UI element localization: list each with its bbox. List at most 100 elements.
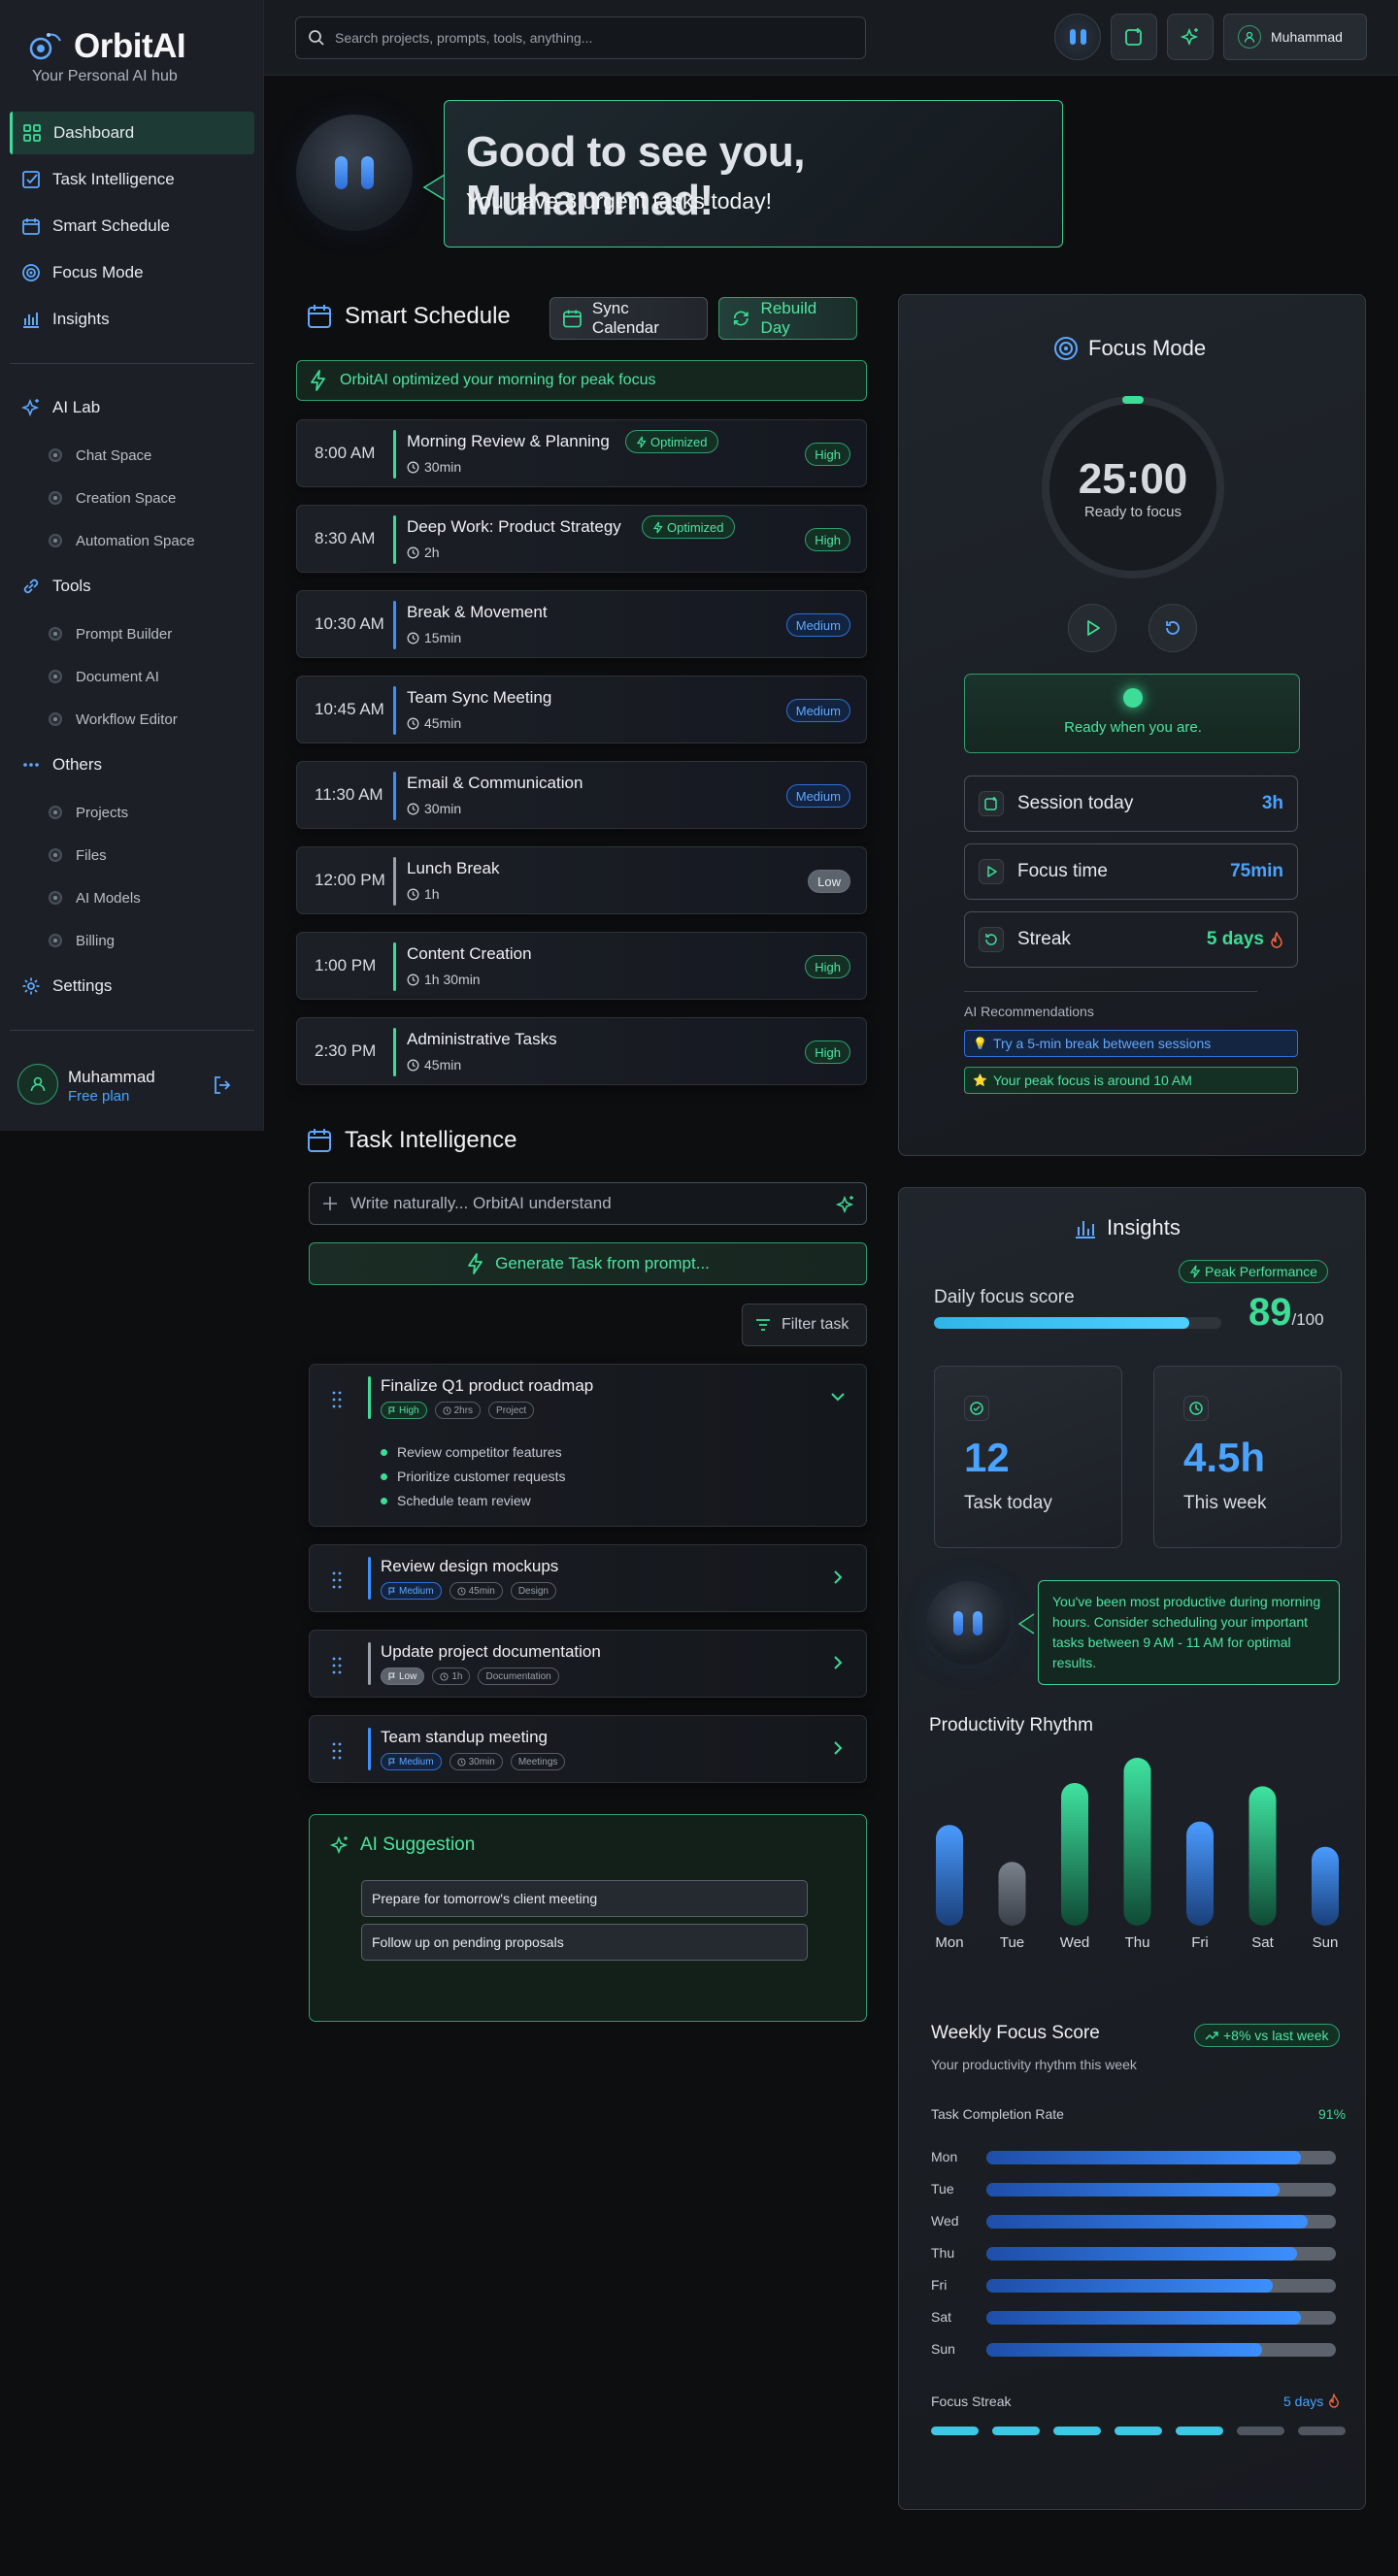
ready-text: Ready when you are. — [1064, 719, 1202, 736]
schedule-slot[interactable]: 10:30 AM Break & Movement 15min Medium — [296, 590, 867, 658]
suggestion-item[interactable]: Prepare for tomorrow's client meeting — [361, 1880, 808, 1917]
slot-name: Lunch Break — [407, 859, 500, 877]
kpi-tasks-today: 12 Task today — [934, 1366, 1122, 1548]
reco-item: 💡 Try a 5-min break between sessions — [964, 1030, 1298, 1057]
sync-calendar-button[interactable]: Sync Calendar — [549, 297, 708, 340]
sparkle-icon[interactable] — [835, 1194, 856, 1215]
optimized-text: Optimized — [667, 519, 724, 535]
chevron-down-icon[interactable] — [829, 1388, 847, 1405]
sub-prompt-builder[interactable]: Prompt Builder — [49, 619, 172, 648]
focus-timer-ring — [1042, 396, 1224, 578]
assistant-avatar-button[interactable] — [1054, 14, 1101, 60]
task-prompt-input[interactable]: Write naturally... OrbitAI understand — [309, 1182, 867, 1225]
chevron-right-icon[interactable] — [829, 1569, 847, 1586]
plus-icon — [323, 1197, 337, 1210]
gear-icon — [22, 977, 40, 995]
sub-creation-space[interactable]: Creation Space — [49, 483, 176, 512]
start-focus-button[interactable] — [1068, 604, 1116, 652]
bullet-icon — [49, 448, 62, 462]
schedule-slot[interactable]: 2:30 PM Administrative Tasks 45min High — [296, 1017, 867, 1085]
priority-badge: Medium — [785, 699, 850, 722]
streak-segment — [931, 2427, 979, 2435]
nav-others[interactable]: Others — [10, 743, 254, 786]
sub-billing[interactable]: Billing — [49, 926, 115, 955]
weekly-day-label: Tue — [931, 2181, 954, 2196]
new-note-button[interactable] — [1111, 14, 1157, 60]
kpi-this-week: 4.5h This week — [1153, 1366, 1342, 1548]
nav-insights[interactable]: Insights — [10, 298, 254, 341]
task-card[interactable]: Review design mockups Medium 45min Design — [309, 1544, 867, 1612]
ai-suggestion-title: AI Suggestion — [360, 1834, 476, 1855]
brand-tagline: Your Personal AI hub — [32, 68, 178, 84]
ready-card: Ready when you are. — [964, 674, 1300, 753]
sub-chat-space[interactable]: Chat Space — [49, 441, 151, 470]
weekly-score-track — [986, 2279, 1336, 2293]
brand-logo[interactable]: OrbitAI — [27, 27, 186, 66]
stat-focus-time: Focus time 75min — [964, 843, 1298, 900]
sub-workflow-editor[interactable]: Workflow Editor — [49, 705, 178, 734]
sub-ai-models[interactable]: AI Models — [49, 883, 141, 912]
sub-label: Projects — [76, 804, 129, 821]
sub-automation-space[interactable]: Automation Space — [49, 526, 195, 555]
flag-icon — [388, 1587, 395, 1595]
drag-handle-icon[interactable] — [331, 1390, 343, 1409]
reset-focus-button[interactable] — [1148, 604, 1197, 652]
schedule-slot[interactable]: 12:00 PM Lunch Break 1h Low — [296, 846, 867, 914]
optimized-badge: Optimized — [642, 515, 735, 539]
task-card[interactable]: Team standup meeting Medium 30min Meetings — [309, 1715, 867, 1783]
priority-chip: Medium — [381, 1582, 442, 1600]
duration-text: 45min — [424, 1057, 462, 1073]
tag-chip: Meetings — [510, 1753, 566, 1770]
duration-text: 2h — [424, 545, 440, 560]
user-plan: Free plan — [68, 1088, 130, 1105]
bullet-icon — [49, 534, 62, 547]
priority-badge: High — [805, 955, 850, 978]
task-card[interactable]: Update project documentation Low 1h Documen… — [309, 1630, 867, 1698]
rhythm-day-label: Fri — [1191, 1934, 1209, 1951]
logout-button[interactable] — [212, 1074, 233, 1096]
drag-handle-icon[interactable] — [331, 1741, 343, 1761]
user-avatar[interactable] — [17, 1064, 58, 1105]
rebuild-day-button[interactable]: Rebuild Day — [718, 297, 857, 340]
sub-projects[interactable]: Projects — [49, 798, 128, 827]
nav-focus-mode[interactable]: Focus Mode — [10, 251, 254, 294]
bullet-icon — [49, 891, 62, 905]
generate-task-button[interactable]: Generate Task from prompt... — [309, 1242, 867, 1285]
slot-duration: 45min — [407, 715, 461, 731]
lightning-icon — [311, 370, 325, 391]
greeting-card: Good to see you, Muhammad! You have 3 ur… — [444, 100, 1063, 248]
stat-value: 3h — [1261, 793, 1283, 813]
suggestion-item[interactable]: Follow up on pending proposals — [361, 1924, 808, 1961]
chevron-right-icon[interactable] — [829, 1739, 847, 1757]
schedule-slot[interactable]: 1:00 PM Content Creation 1h 30min High — [296, 932, 867, 1000]
bullet-icon — [49, 627, 62, 641]
user-menu-button[interactable]: Muhammad — [1223, 14, 1367, 60]
nav-ai-lab[interactable]: AI Lab — [10, 386, 254, 429]
filter-task-button[interactable]: Filter task — [742, 1304, 867, 1346]
schedule-slot[interactable]: 8:00 AM Morning Review & Planning 30min Opt… — [296, 419, 867, 487]
nav-dashboard[interactable]: Dashboard — [10, 112, 254, 154]
nav-smart-schedule[interactable]: Smart Schedule — [10, 205, 254, 248]
ai-magic-button[interactable] — [1167, 14, 1214, 60]
sub-document-ai[interactable]: Document AI — [49, 662, 159, 691]
drag-handle-icon[interactable] — [331, 1656, 343, 1675]
chevron-right-icon[interactable] — [829, 1654, 847, 1671]
stat-label: Streak — [1017, 929, 1071, 949]
nav-tools[interactable]: Tools — [10, 565, 254, 608]
time-chip: 45min — [449, 1582, 503, 1600]
sub-files[interactable]: Files — [49, 841, 107, 870]
star-icon: ⭐ — [973, 1073, 987, 1087]
weekly-day-label: Mon — [931, 2149, 958, 2164]
search-input[interactable] — [335, 30, 840, 46]
weekly-score-row: Tue — [931, 2181, 1348, 2196]
search-bar[interactable] — [295, 17, 866, 59]
weekly-day-label: Sat — [931, 2309, 952, 2325]
rhythm-bar — [936, 1825, 963, 1926]
nav-task-intelligence[interactable]: Task Intelligence — [10, 158, 254, 201]
schedule-slot[interactable]: 8:30 AM Deep Work: Product Strategy 2h Opti… — [296, 505, 867, 573]
schedule-slot[interactable]: 11:30 AM Email & Communication 30min Medium — [296, 761, 867, 829]
nav-settings[interactable]: Settings — [10, 965, 254, 1007]
task-card[interactable]: Finalize Q1 product roadmap High 2hrs Proje… — [309, 1364, 867, 1527]
drag-handle-icon[interactable] — [331, 1570, 343, 1590]
schedule-slot[interactable]: 10:45 AM Team Sync Meeting 45min Medium — [296, 676, 867, 743]
